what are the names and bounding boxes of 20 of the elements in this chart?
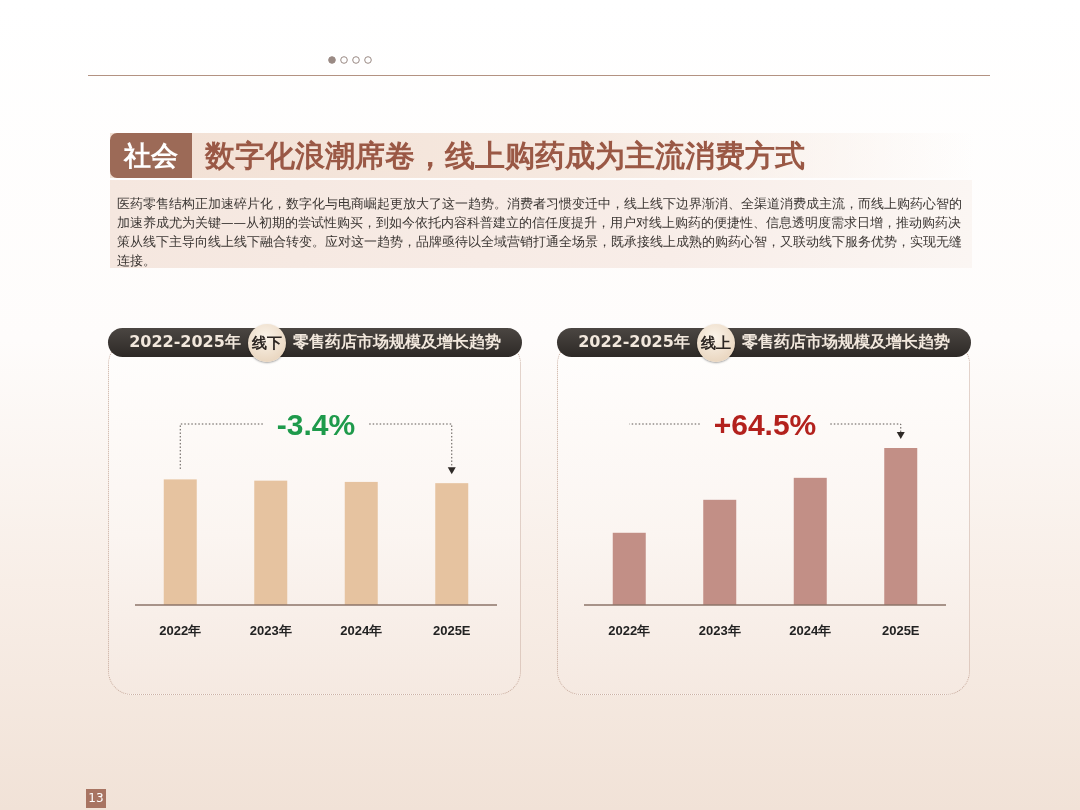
x-tick-label: 2025E (432, 623, 471, 638)
x-tick-label: 2022年 (608, 623, 651, 638)
x-tick-label: 2023年 (249, 623, 292, 638)
text: 13 (86, 789, 106, 808)
x-tick-label: 2022年 (159, 623, 202, 638)
bar (884, 448, 918, 605)
bar (703, 499, 737, 605)
text: +64.5% (713, 408, 817, 441)
text: 医药零售结构正加速碎片化，数字化与电商崛起更放大了这一趋势。消费者习惯变迁中，线上线下边界渐消、全渠道消费成主流，而线上购药心智的加速养成尤为关键——从初期的尝试性购买，到如今依托内容科普建立的信任度提升，用户对线上购药的便捷性、信息透明度需求日增，推动购药决策从线下主导向线上线下融合转变。应对这一趋势，品牌亟待以全域营销打通全场景，既承接线上成熟的购药心智，又联动线下服务优势，实现无缝连接。 (117, 195, 963, 270)
chart-title: 2022-2025年线上零售药店市场规模及增长趋势 (578, 331, 950, 354)
bar (793, 477, 827, 605)
x-tick-label: 2023年 (698, 623, 741, 638)
text: -3.4% (276, 408, 356, 441)
text: 社会 (110, 133, 192, 178)
x-tick-label: 2025E (881, 623, 920, 638)
chart-title: 2022-2025年线下零售药店市场规模及增长趋势 (129, 331, 501, 354)
x-tick-label: 2024年 (789, 623, 832, 638)
text: 数字化浪潮席卷，线上购药成为主流消费方式 (205, 137, 805, 175)
bar (612, 532, 646, 605)
x-tick-label: 2024年 (340, 623, 383, 638)
